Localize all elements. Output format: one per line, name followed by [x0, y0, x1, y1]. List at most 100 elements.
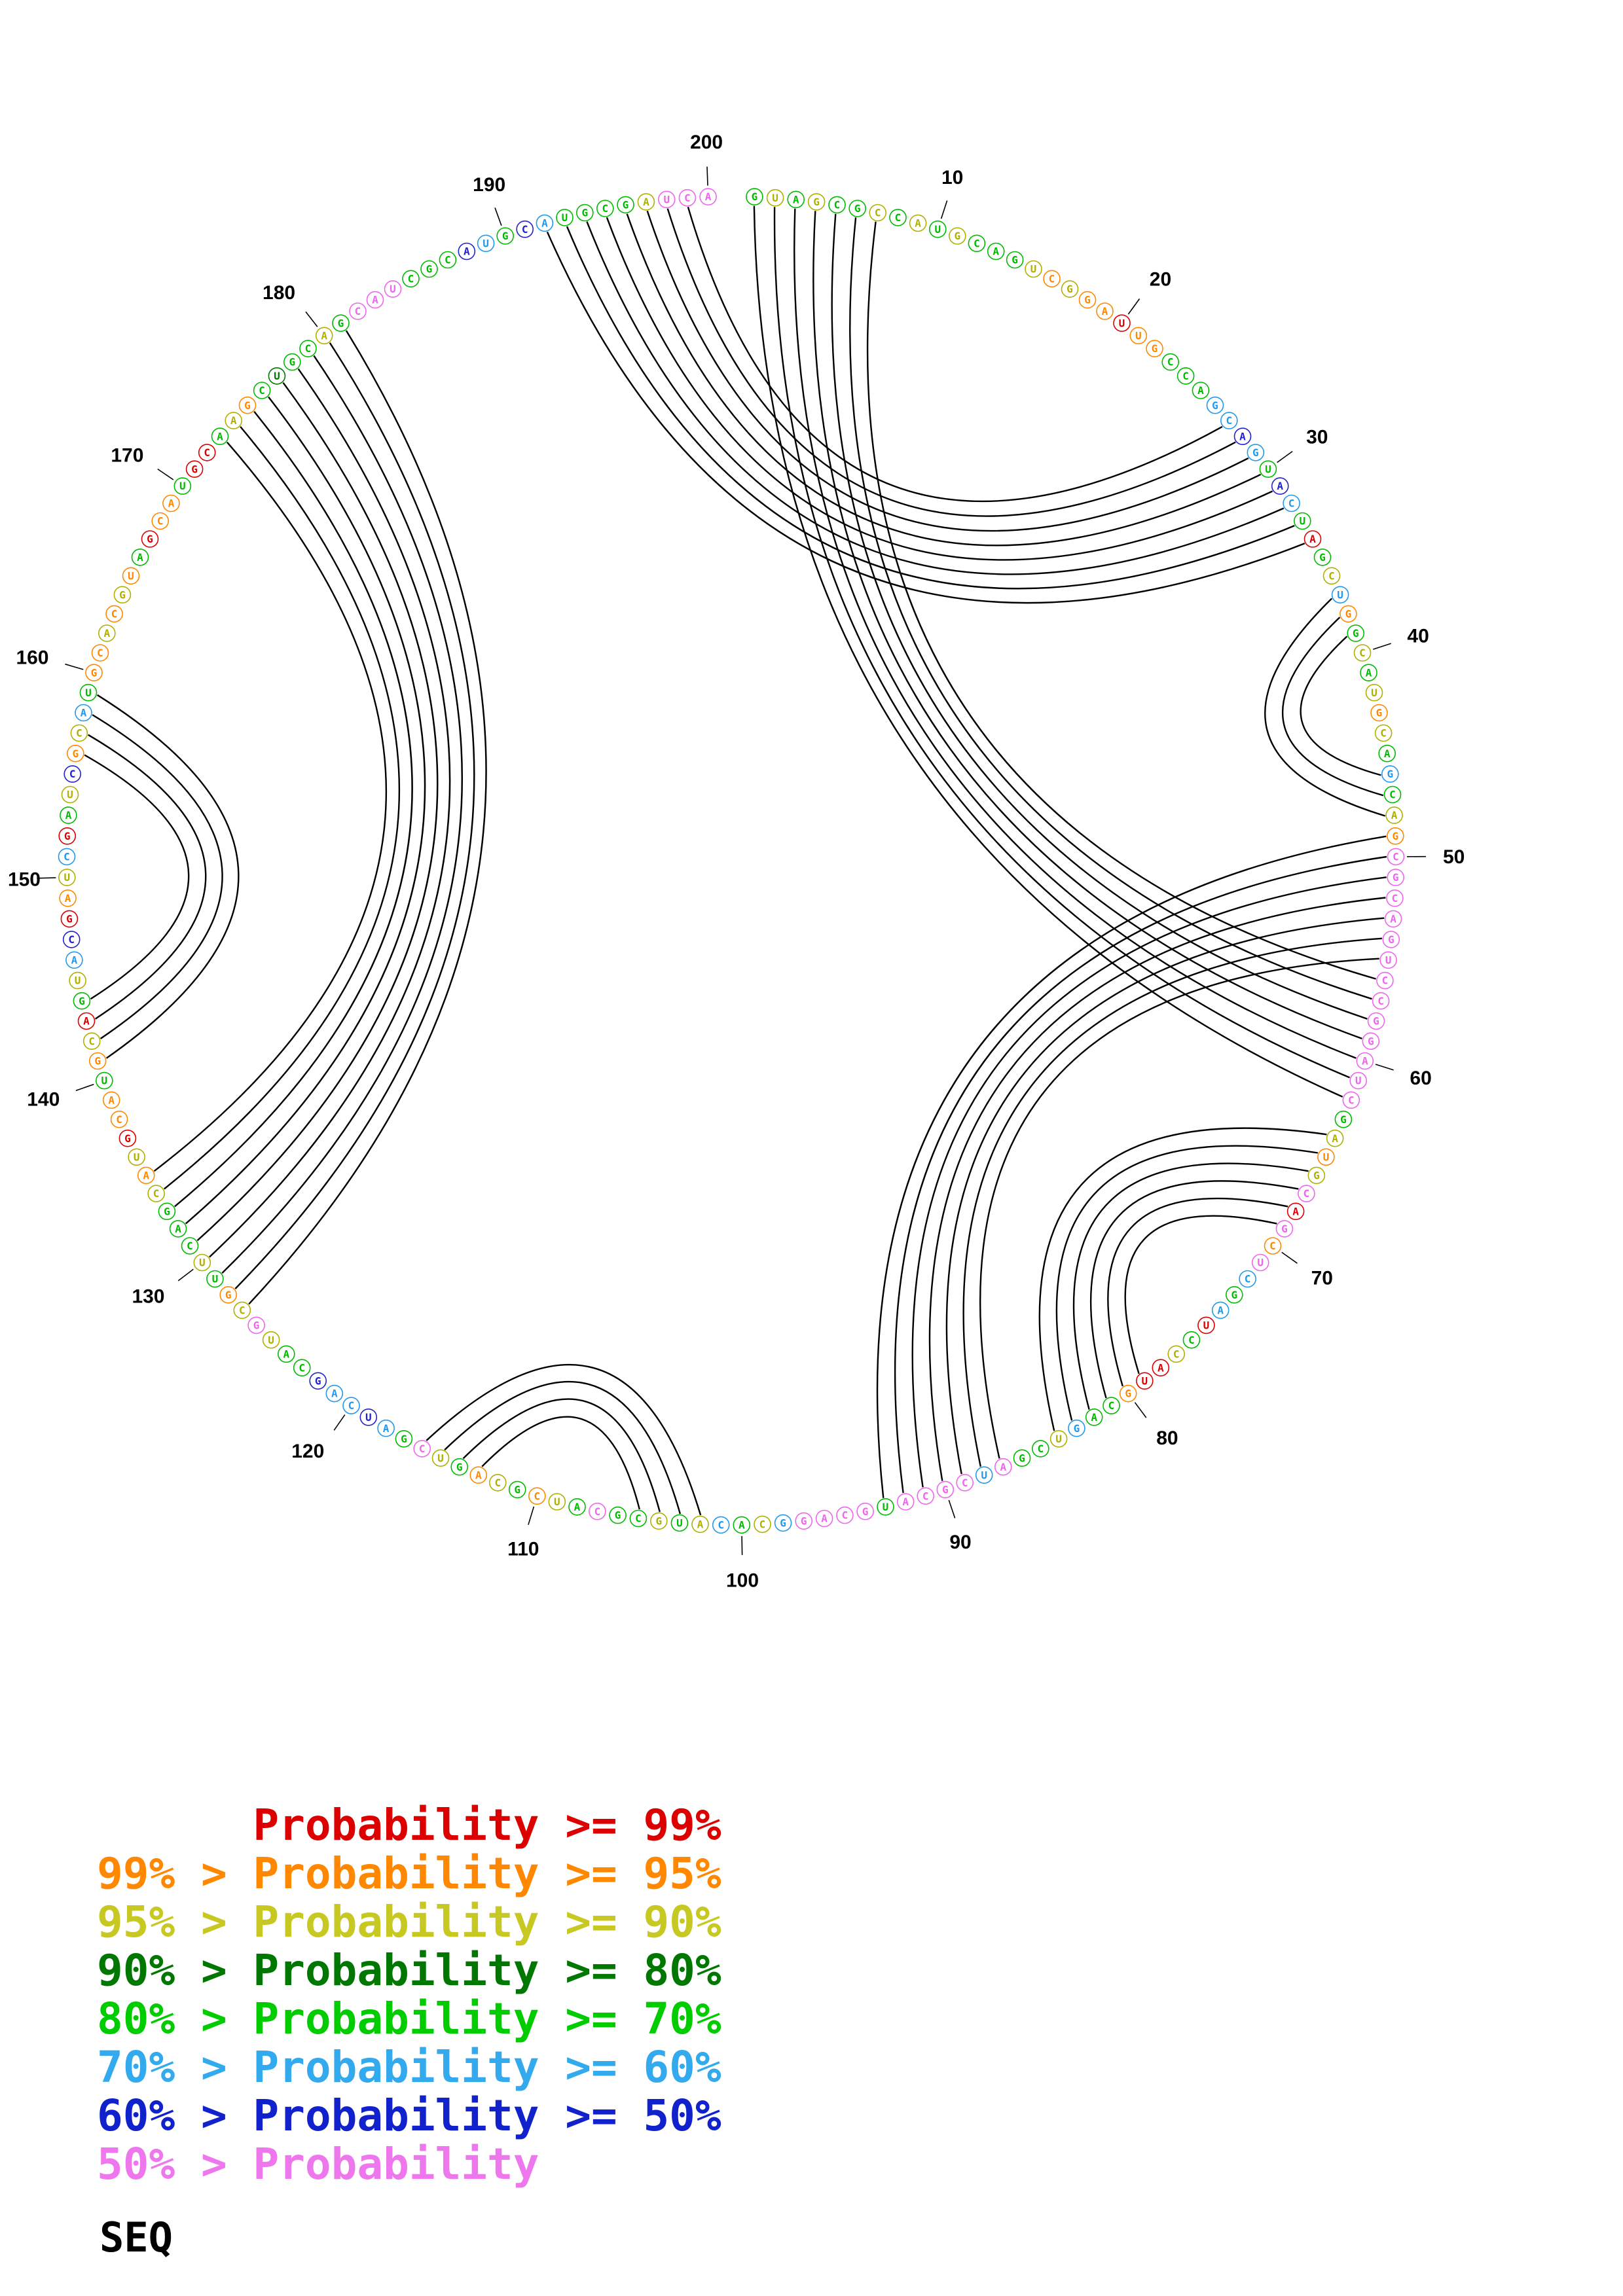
nucleotide: U	[1197, 1316, 1215, 1335]
nucleotide: U	[1317, 1148, 1335, 1166]
nucleotide-letter: G	[502, 230, 509, 242]
nucleotide-letter: A	[1197, 384, 1204, 397]
nucleotide-circle	[61, 785, 79, 804]
nucleotide-circle	[384, 280, 402, 298]
nucleotide-circle	[1251, 1253, 1269, 1272]
tick-line	[1372, 643, 1391, 650]
nucleotide-letter: U	[179, 480, 186, 492]
nucleotide-letter: G	[91, 666, 98, 679]
nucleotide-letter: G	[338, 317, 344, 329]
base-pair-arc	[911, 876, 1387, 1488]
nucleotide: C	[1043, 270, 1061, 288]
nucleotide-circle	[1247, 444, 1265, 461]
nucleotide-letter: C	[1167, 356, 1174, 368]
nucleotide-letter: G	[72, 747, 79, 760]
nucleotide: U	[1025, 260, 1042, 278]
nucleotide-letter: U	[75, 975, 81, 987]
nucleotide: G	[185, 460, 204, 478]
nucleotide-circle	[395, 1430, 413, 1448]
tick-line	[75, 1083, 94, 1092]
nucleotide: U	[268, 367, 286, 385]
nucleotide-letter: U	[437, 1452, 444, 1464]
nucleotide: A	[131, 548, 149, 566]
base-pair-arc	[153, 441, 388, 1172]
nucleotide-circle	[128, 1148, 145, 1166]
nucleotide: G	[1381, 765, 1399, 783]
nucleotide-circle	[889, 209, 907, 226]
nucleotide: C	[1264, 1237, 1282, 1255]
legend-row: 70% > Probability >= 60%	[97, 2042, 721, 2092]
nucleotide-circle	[1386, 889, 1404, 907]
nucleotide: C	[528, 1487, 546, 1505]
nucleotide-circle	[1283, 494, 1300, 512]
nucleotide: G	[67, 744, 84, 762]
nucleotide-letter: A	[1277, 480, 1283, 492]
nucleotide: A	[1304, 530, 1322, 548]
nucleotide-circle	[1226, 1286, 1243, 1304]
nucleotide-letter: A	[821, 1513, 828, 1525]
position-tick-label: 200	[690, 132, 723, 153]
nucleotide-circle	[247, 1316, 265, 1335]
nucleotide: U	[657, 190, 676, 209]
nucleotide-letter: C	[408, 272, 414, 285]
nucleotide: G	[420, 260, 438, 278]
nucleotide: U	[173, 477, 192, 495]
nucleotide: C	[589, 1502, 606, 1520]
nucleotide-letter: G	[253, 1319, 260, 1332]
nucleotide-circle	[73, 992, 91, 1010]
nucleotide-letter: U	[483, 237, 489, 249]
nucleotide-circle	[1271, 477, 1289, 495]
nucleotide-letter: C	[875, 207, 881, 219]
nucleotide: C	[64, 765, 81, 783]
base-pair-arc	[1089, 1180, 1299, 1399]
nucleotide: U	[1049, 1430, 1068, 1448]
nucleotide: C	[754, 1515, 771, 1534]
nucleotide: C	[1353, 644, 1372, 662]
nucleotide-circle	[774, 1514, 792, 1532]
nucleotide-circle	[332, 314, 350, 332]
nucleotide: C	[1374, 724, 1393, 742]
nucleotide: C	[1167, 1345, 1185, 1363]
base-pair-arc	[945, 917, 1385, 1475]
nucleotide-letter: U	[268, 1334, 274, 1346]
nucleotide-letter: A	[705, 190, 712, 203]
base-pair-arc	[426, 1363, 702, 1516]
nucleotide: A	[77, 1012, 96, 1030]
nucleotide: U	[1259, 460, 1277, 478]
nucleotide: C	[342, 1397, 360, 1414]
tick-line	[333, 1414, 346, 1431]
nucleotide-letter: U	[101, 1075, 107, 1087]
nucleotide-circle	[458, 242, 476, 260]
nucleotide-letter: U	[199, 1257, 206, 1269]
nucleotide-circle	[1259, 460, 1277, 478]
nucleotide-letter: G	[1368, 1035, 1374, 1047]
nucleotide: A	[1085, 1408, 1103, 1426]
nucleotide-letter: A	[574, 1501, 581, 1513]
nucleotide: A	[1192, 382, 1210, 399]
tick-line	[65, 663, 84, 670]
base-pair-arcs	[84, 206, 1387, 1516]
nucleotide-letter: C	[97, 647, 103, 659]
nucleotide-letter: C	[602, 202, 608, 215]
nucleotide-letter: C	[1037, 1443, 1044, 1455]
nucleotide-letter: U	[1385, 954, 1392, 966]
nucleotide-circle	[113, 586, 132, 604]
nucleotide-letter: G	[1231, 1289, 1237, 1301]
nucleotide-letter: A	[1091, 1411, 1097, 1424]
nucleotide-letter: C	[1108, 1399, 1115, 1412]
nucleotide: U	[766, 188, 784, 207]
nucleotide: G	[450, 1458, 469, 1476]
nucleotide-letter: U	[934, 223, 941, 236]
nucleotide: G	[219, 1286, 238, 1304]
nucleotide-letter: U	[1355, 1075, 1362, 1087]
nucleotide-letter: A	[475, 1469, 482, 1481]
nucleotide-circle	[211, 427, 229, 446]
nucleotide: C	[712, 1516, 730, 1534]
nucleotide-circle	[450, 1458, 469, 1476]
nucleotide-circle	[929, 220, 947, 238]
nucleotide-letter: G	[655, 1515, 662, 1528]
position-tick-label: 50	[1443, 846, 1465, 868]
nucleotide: A	[60, 806, 77, 824]
nucleotide: U	[122, 567, 140, 585]
nucleotide-circle	[712, 1516, 730, 1534]
